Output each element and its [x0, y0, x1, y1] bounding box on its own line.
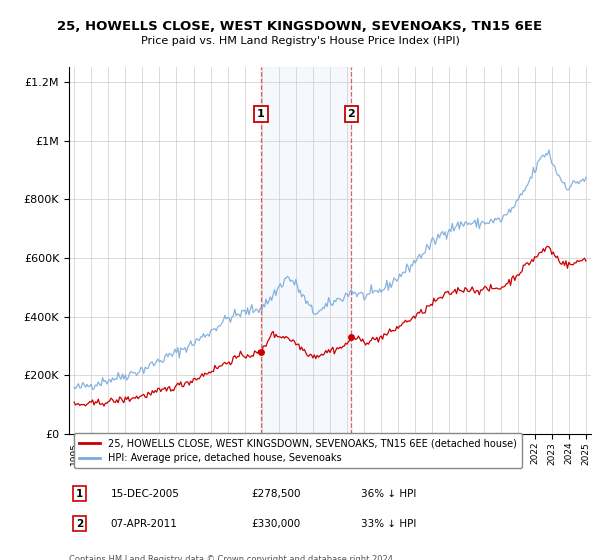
- Text: Price paid vs. HM Land Registry's House Price Index (HPI): Price paid vs. HM Land Registry's House …: [140, 36, 460, 46]
- Text: 25, HOWELLS CLOSE, WEST KINGSDOWN, SEVENOAKS, TN15 6EE: 25, HOWELLS CLOSE, WEST KINGSDOWN, SEVEN…: [58, 20, 542, 32]
- Bar: [261, 67, 352, 434]
- Text: 1: 1: [76, 489, 83, 499]
- Text: 33% ↓ HPI: 33% ↓ HPI: [361, 519, 416, 529]
- Text: 2: 2: [76, 519, 83, 529]
- Text: 1: 1: [257, 109, 265, 119]
- Text: 15-DEC-2005: 15-DEC-2005: [111, 489, 179, 499]
- Text: 36% ↓ HPI: 36% ↓ HPI: [361, 489, 416, 499]
- Text: £330,000: £330,000: [252, 519, 301, 529]
- Text: £278,500: £278,500: [252, 489, 301, 499]
- Text: 07-APR-2011: 07-APR-2011: [111, 519, 178, 529]
- Text: Contains HM Land Registry data © Crown copyright and database right 2024.: Contains HM Land Registry data © Crown c…: [69, 554, 395, 560]
- Text: 2: 2: [347, 109, 355, 119]
- Legend: 25, HOWELLS CLOSE, WEST KINGSDOWN, SEVENOAKS, TN15 6EE (detached house), HPI: Av: 25, HOWELLS CLOSE, WEST KINGSDOWN, SEVEN…: [74, 433, 521, 468]
